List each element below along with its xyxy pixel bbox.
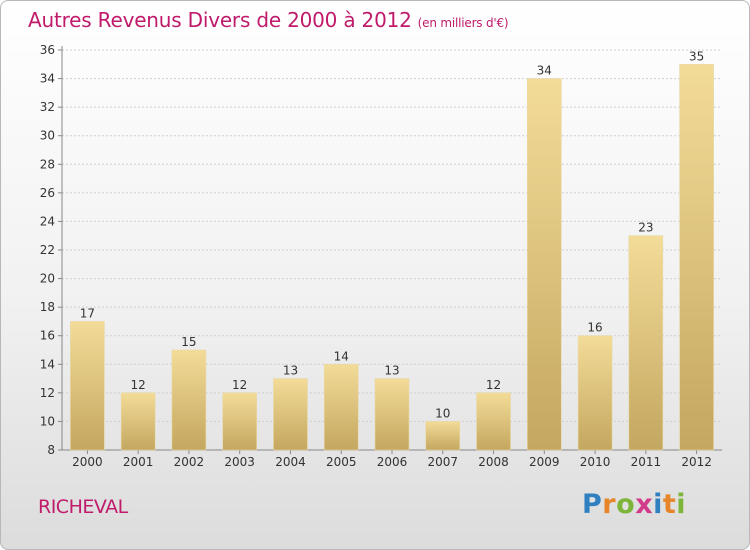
bar-2007	[425, 421, 461, 451]
value-label-2000: 17	[80, 306, 95, 320]
x-tick-label-2004: 2004	[275, 455, 306, 469]
logo-letter: P	[582, 489, 603, 520]
bar-2004	[273, 378, 308, 451]
y-tick-label: 26	[40, 186, 55, 200]
bar-2011	[628, 235, 664, 451]
value-label-2010: 16	[587, 321, 602, 335]
x-tick-label-2000: 2000	[72, 455, 103, 469]
bars	[70, 63, 714, 451]
x-tick-label-2011: 2011	[631, 455, 662, 469]
x-tick-label-2008: 2008	[478, 455, 509, 469]
y-tick-label: 22	[40, 243, 55, 257]
y-tick-label: 10	[40, 414, 55, 428]
bar-2008	[476, 392, 511, 451]
y-tick-label: 14	[40, 357, 55, 371]
logo-letter: t	[662, 489, 677, 520]
y-tick-label: 24	[40, 214, 55, 228]
value-label-2006: 13	[384, 364, 399, 378]
bar-2001	[120, 392, 156, 451]
value-label-2008: 12	[486, 378, 501, 392]
value-label-2005: 14	[334, 349, 349, 363]
chart-unit: (en milliers d'€)	[417, 16, 509, 30]
logo-letter: o	[616, 489, 636, 520]
value-label-2007: 10	[435, 406, 450, 420]
y-tick-label: 18	[40, 300, 55, 314]
value-labels: 17 12 15 12 13 14 13 10 12 34 16 23 35	[80, 49, 705, 420]
y-tick-label: 20	[40, 272, 55, 286]
x-tick-label-2002: 2002	[174, 455, 205, 469]
chart-title: Autres Revenus Divers de 2000 à 2012 (en …	[28, 8, 509, 32]
chart-title-text: Autres Revenus Divers de 2000 à 2012	[28, 8, 412, 32]
bar-2009	[527, 78, 562, 451]
bar-2000	[70, 321, 105, 451]
x-tick-label-2007: 2007	[427, 455, 458, 469]
value-label-2003: 12	[232, 378, 247, 392]
logo-letter: i	[676, 489, 687, 520]
logo-letter: x	[635, 489, 654, 520]
y-tick-label: 12	[40, 386, 55, 400]
y-tick-label: 30	[40, 129, 55, 143]
x-tick-label-2001: 2001	[123, 455, 154, 469]
y-tick-label: 34	[40, 72, 55, 86]
logo-letter: i	[653, 489, 663, 520]
x-tick-label-2012: 2012	[681, 455, 712, 469]
value-label-2004: 13	[283, 364, 298, 378]
value-label-2011: 23	[638, 221, 653, 235]
x-tick-label-2003: 2003	[224, 455, 255, 469]
value-label-2001: 12	[131, 378, 146, 392]
commune-name: RICHEVAL	[38, 496, 128, 518]
x-tick-label-2009: 2009	[529, 455, 560, 469]
proxiti-logo: Proxiti	[582, 489, 686, 520]
value-label-2009: 34	[537, 64, 552, 78]
bar-2006	[374, 378, 410, 451]
axes: 8 10 12 14 16 18 20 22 24 26 28 30 32 34 36 2000 2001 200…	[40, 43, 722, 469]
x-tick-label-2010: 2010	[580, 455, 611, 469]
value-label-2002: 15	[181, 335, 196, 349]
x-tick-label-2006: 2006	[377, 455, 408, 469]
bar-2005	[323, 363, 359, 451]
bar-2010	[577, 335, 613, 451]
y-tick-label: 8	[47, 443, 55, 457]
bar-2003	[222, 392, 257, 451]
y-tick-label: 36	[40, 43, 55, 57]
bar-2002	[171, 349, 207, 451]
value-label-2012: 35	[689, 49, 704, 63]
y-tick-label: 16	[40, 329, 55, 343]
y-tick-label: 28	[40, 157, 55, 171]
y-tick-label: 32	[40, 100, 55, 114]
logo-letter: r	[602, 489, 617, 520]
bar-2012	[679, 63, 714, 451]
x-tick-label-2005: 2005	[326, 455, 357, 469]
